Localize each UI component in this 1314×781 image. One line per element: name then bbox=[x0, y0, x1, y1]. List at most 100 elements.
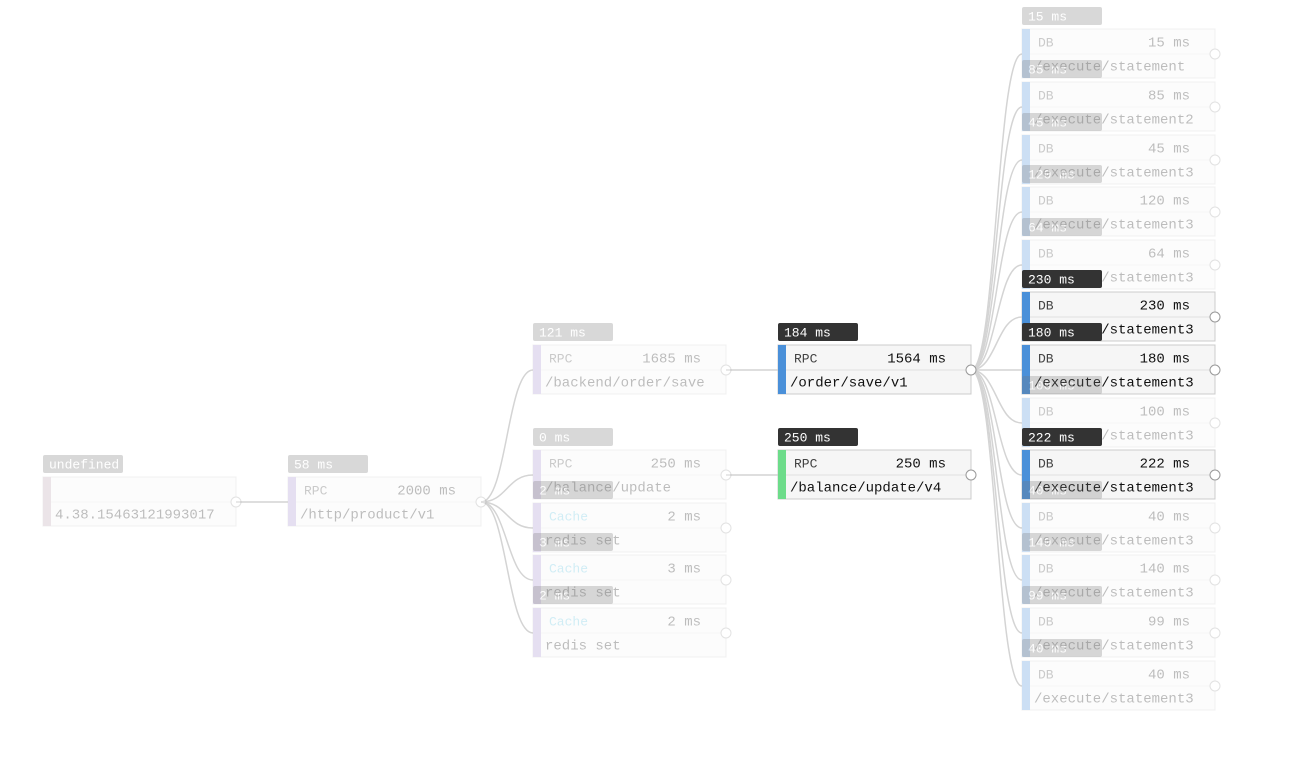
trace-node[interactable]: 85 ms DB 85 ms/execute/statement2 bbox=[1021, 60, 1221, 132]
trace-node[interactable]: 184 ms RPC 1564 ms/order/save/v1 bbox=[777, 323, 977, 395]
trace-node[interactable]: 99 ms DB 99 ms/execute/statement3 bbox=[1021, 586, 1221, 658]
edge bbox=[970, 211, 1023, 371]
trace-node[interactable]: 58 ms RPC 2000 ms/http/product/v1 bbox=[287, 455, 487, 527]
trace-node[interactable]: 15 ms DB 15 ms/execute/statement bbox=[1021, 7, 1221, 79]
node-box bbox=[1021, 660, 1216, 711]
node-name: /execute/statement3 bbox=[1034, 639, 1194, 655]
node-kind: DB bbox=[1038, 404, 1054, 419]
badge-text: 230 ms bbox=[1028, 272, 1075, 287]
trace-node[interactable]: 0 ms RPC 250 ms/balance/update bbox=[532, 428, 732, 500]
node-kind: RPC bbox=[549, 351, 573, 366]
node-kind: DB bbox=[1038, 193, 1054, 208]
node-kind: DB bbox=[1038, 88, 1054, 103]
node-port bbox=[1209, 574, 1221, 586]
nodes: undefined 4.38.15463121993017 58 ms RPC 2000… bbox=[42, 7, 1221, 711]
badge-text: 85 ms bbox=[1028, 62, 1067, 77]
duration-badge bbox=[533, 533, 613, 551]
trace-node[interactable]: 222 ms DB 222 ms/execute/statement3 bbox=[1021, 428, 1221, 500]
trace-node[interactable]: 45 ms DB 45 ms/execute/statement3 bbox=[1021, 113, 1221, 185]
badge-text: 100 ms bbox=[1028, 378, 1075, 393]
duration-badge bbox=[1022, 60, 1102, 78]
node-port bbox=[1209, 680, 1221, 692]
node-duration: 99 ms bbox=[1148, 615, 1190, 631]
node-bar bbox=[1022, 135, 1030, 184]
node-duration: 2000 ms bbox=[397, 484, 456, 500]
trace-node[interactable]: 250 ms RPC 250 ms/balance/update/v4 bbox=[777, 428, 977, 500]
node-duration: 15 ms bbox=[1148, 36, 1190, 52]
duration-badge bbox=[43, 455, 123, 473]
node-box bbox=[287, 476, 482, 527]
node-name: redis set bbox=[545, 639, 621, 655]
duration-badge bbox=[1022, 7, 1102, 25]
node-name: /execute/statement3 bbox=[1034, 166, 1194, 182]
duration-badge bbox=[1022, 218, 1102, 236]
node-port bbox=[720, 574, 732, 586]
badge-text: 2 ms bbox=[539, 588, 570, 603]
node-bar bbox=[1022, 661, 1030, 710]
trace-node[interactable]: 120 ms DB 120 ms/execute/statement3 bbox=[1021, 165, 1221, 237]
node-duration: 1564 ms bbox=[887, 352, 946, 368]
node-bar bbox=[1022, 608, 1030, 657]
node-box bbox=[532, 449, 727, 500]
node-duration: 40 ms bbox=[1148, 510, 1190, 526]
node-name: /execute/statement3 bbox=[1034, 534, 1194, 550]
duration-badge bbox=[1022, 639, 1102, 657]
node-kind: DB bbox=[1038, 35, 1054, 50]
node-port bbox=[1209, 311, 1221, 323]
node-kind: DB bbox=[1038, 456, 1054, 471]
node-port bbox=[1209, 364, 1221, 376]
trace-node[interactable]: 140 ms DB 140 ms/execute/statement3 bbox=[1021, 533, 1221, 605]
node-bar bbox=[1022, 450, 1030, 499]
node-name: 4.38.15463121993017 bbox=[55, 508, 215, 524]
node-bar bbox=[1022, 503, 1030, 552]
node-port bbox=[1209, 48, 1221, 60]
trace-node[interactable]: 180 ms DB 180 ms/execute/statement3 bbox=[1021, 323, 1221, 395]
node-box bbox=[1021, 134, 1216, 185]
node-duration: 1685 ms bbox=[642, 352, 701, 368]
badge-text: 45 ms bbox=[1028, 115, 1067, 130]
node-duration: 45 ms bbox=[1148, 142, 1190, 158]
node-duration: 3 ms bbox=[667, 562, 701, 578]
node-bar bbox=[533, 503, 541, 552]
edge bbox=[480, 369, 534, 503]
edge bbox=[480, 474, 534, 503]
node-port bbox=[1209, 417, 1221, 429]
trace-node[interactable]: undefined 4.38.15463121993017 bbox=[42, 455, 242, 527]
node-port bbox=[720, 522, 732, 534]
node-duration: 100 ms bbox=[1140, 405, 1190, 421]
badge-text: 40 ms bbox=[1028, 641, 1067, 656]
node-duration: 64 ms bbox=[1148, 247, 1190, 263]
edge bbox=[970, 369, 1023, 476]
duration-badge bbox=[533, 586, 613, 604]
node-bar bbox=[778, 345, 786, 394]
node-kind: DB bbox=[1038, 351, 1054, 366]
node-bar bbox=[1022, 240, 1030, 289]
edge bbox=[480, 501, 534, 581]
edge bbox=[480, 501, 534, 634]
edge bbox=[970, 369, 1023, 634]
node-bar bbox=[533, 608, 541, 657]
node-bar bbox=[288, 477, 296, 526]
node-kind: RPC bbox=[549, 456, 573, 471]
node-bar bbox=[1022, 82, 1030, 131]
node-kind: Cache bbox=[549, 561, 588, 576]
trace-node[interactable]: 121 ms RPC 1685 ms/backend/order/save bbox=[532, 323, 732, 395]
node-box bbox=[532, 502, 727, 553]
node-duration: 250 ms bbox=[896, 457, 946, 473]
node-port bbox=[720, 627, 732, 639]
trace-node[interactable]: 100 ms DB 100 ms/execute/statement3 bbox=[1021, 376, 1221, 448]
trace-node[interactable]: 40 ms DB 40 ms/execute/statement3 bbox=[1021, 481, 1221, 553]
node-port bbox=[1209, 101, 1221, 113]
duration-badge bbox=[1022, 270, 1102, 288]
node-kind: DB bbox=[1038, 298, 1054, 313]
node-box bbox=[1021, 239, 1216, 290]
trace-node[interactable]: 40 ms DB 40 ms/execute/statement3 bbox=[1021, 639, 1221, 711]
node-kind: Cache bbox=[549, 614, 588, 629]
node-box bbox=[532, 607, 727, 658]
node-port bbox=[965, 364, 977, 376]
